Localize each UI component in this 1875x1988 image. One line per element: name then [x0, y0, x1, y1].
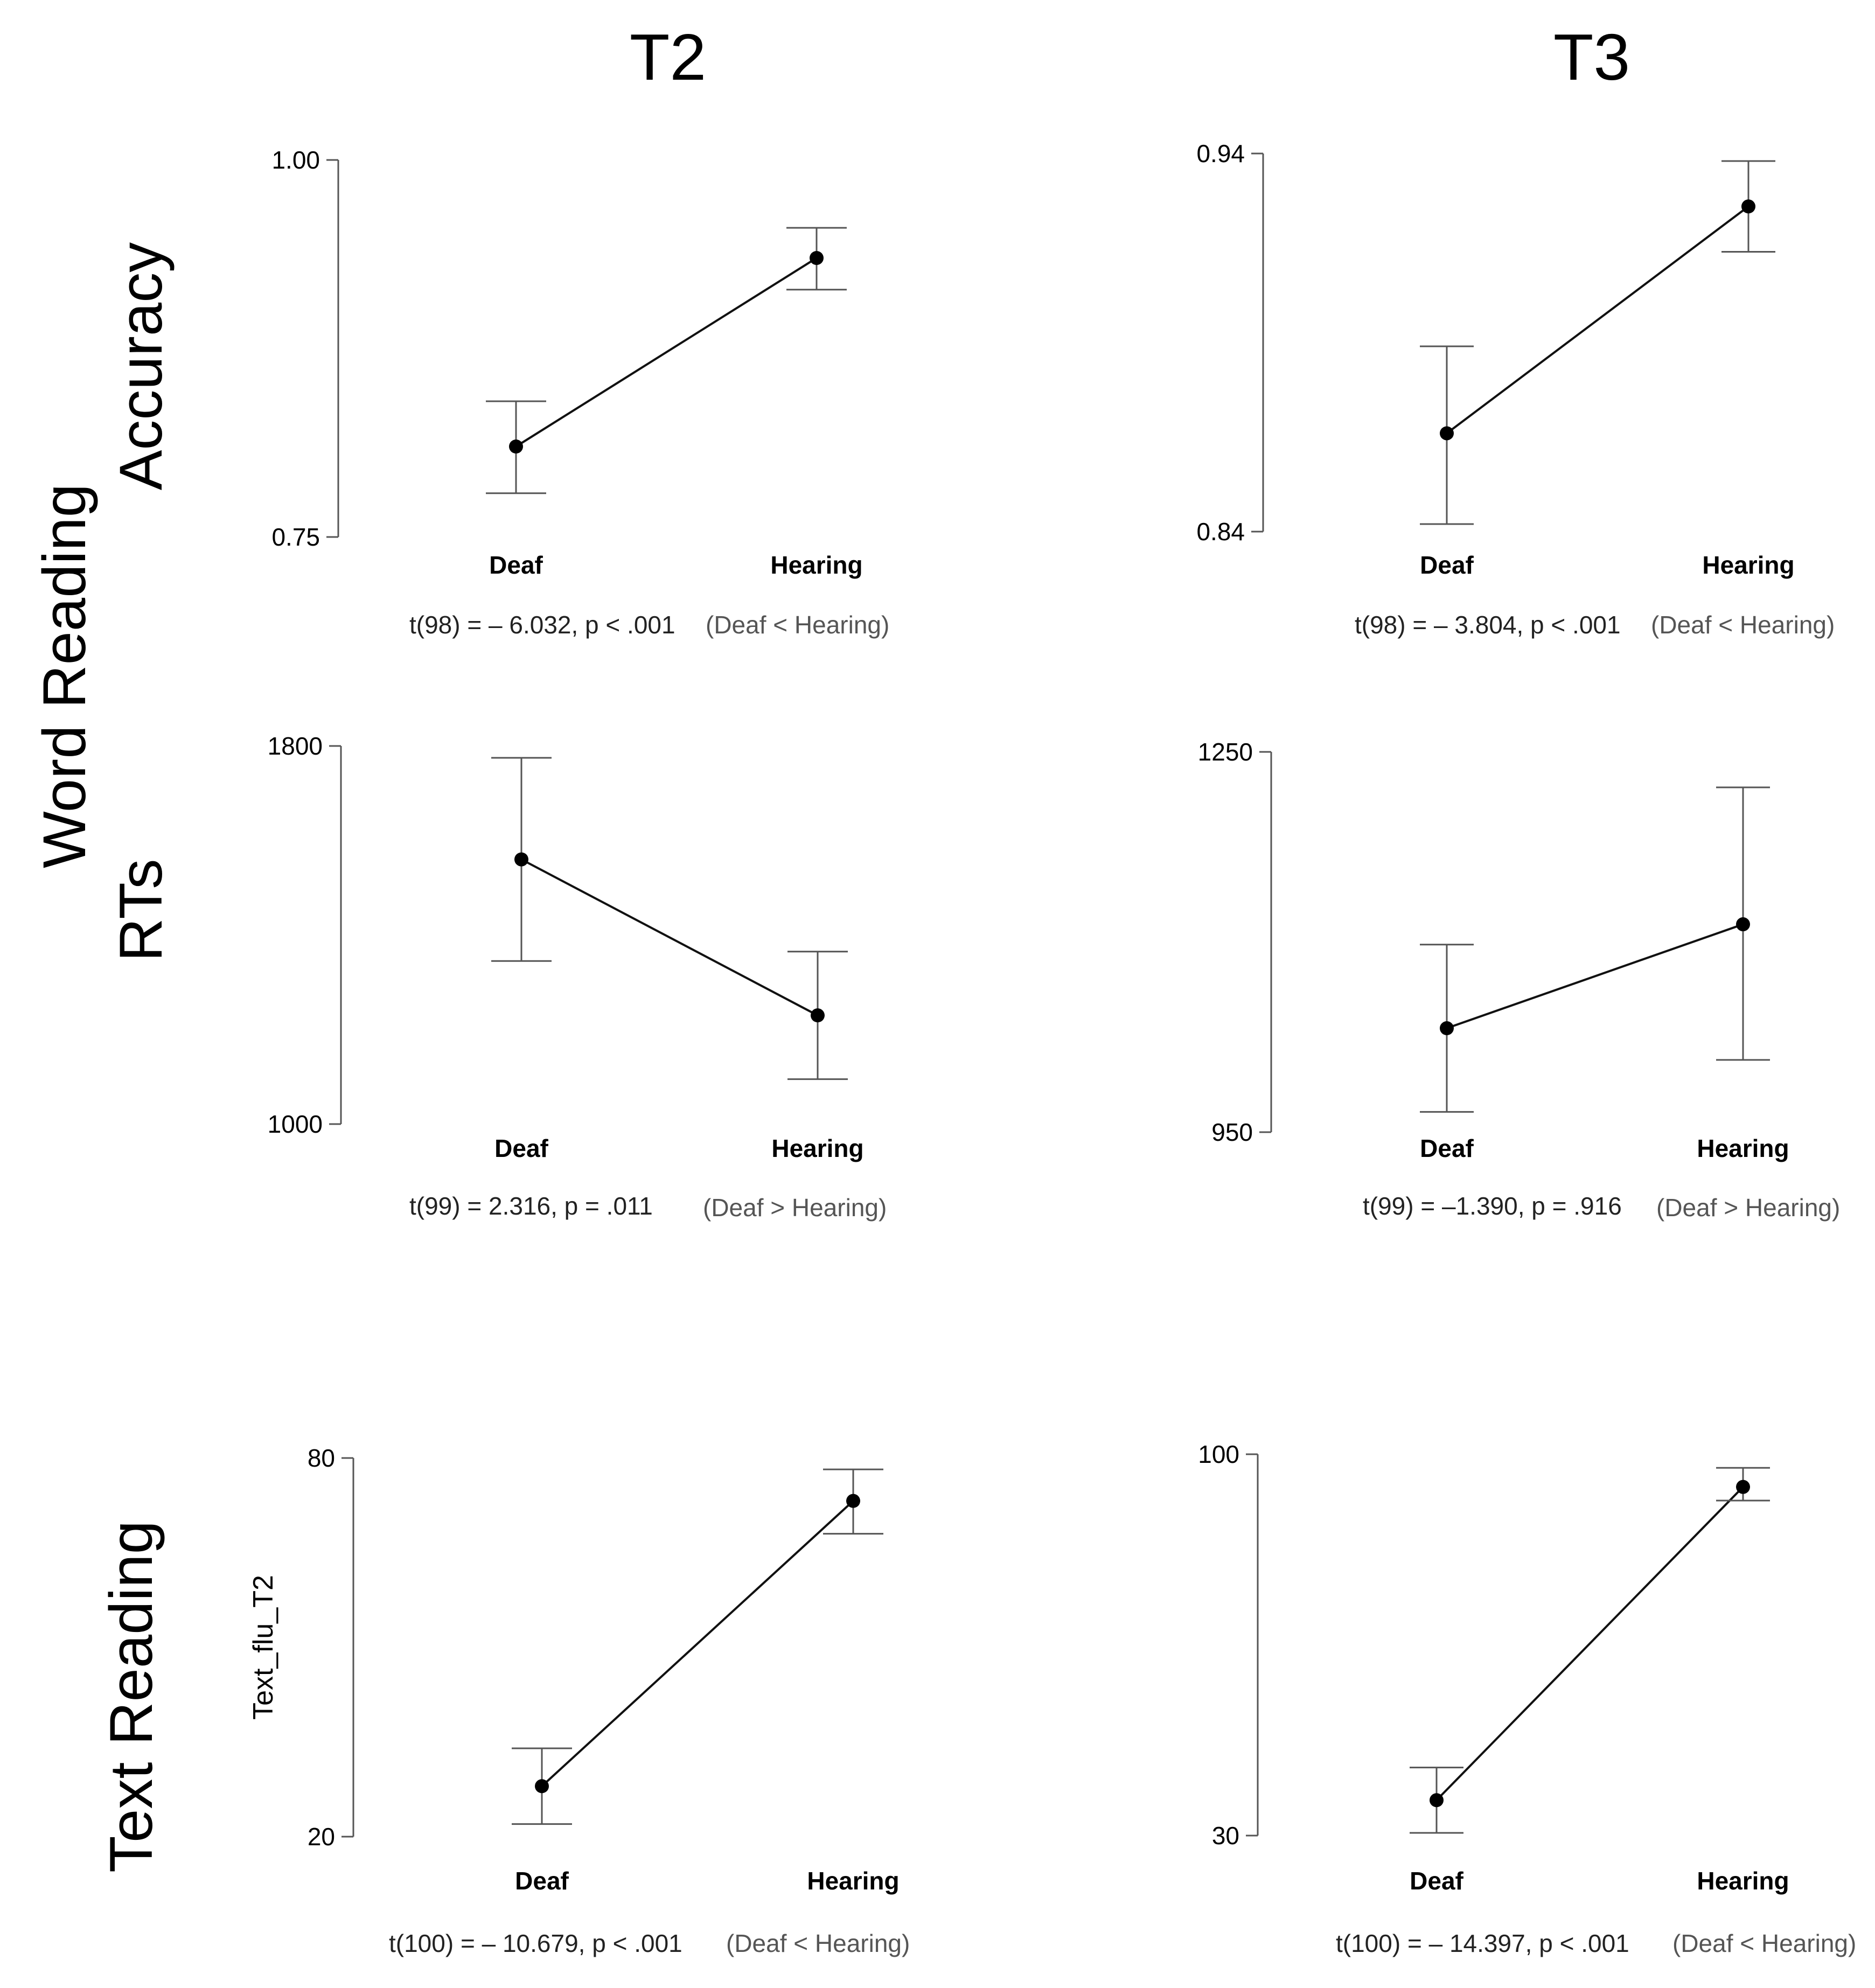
stat-direction: (Deaf > Hearing) [703, 1194, 887, 1222]
stat-result: t(98) = – 3.804, p < .001 [1355, 611, 1621, 639]
category-label-hearing: Hearing [1697, 1867, 1789, 1895]
category-label-deaf: Deaf [1410, 1867, 1463, 1895]
point-hearing [810, 251, 824, 265]
y-tick-label: 20 [308, 1823, 335, 1851]
series-line [1435, 1486, 1744, 1801]
panel-rts-t3: 950 1250 Deaf Hearing t(99) = –1.390, p = .9… [1198, 738, 1841, 1222]
stat-result: t(100) = – 10.679, p < .001 [389, 1929, 682, 1957]
point-deaf [1430, 1793, 1444, 1808]
panel-accuracy-t3: 0.84 0.94 Deaf Hearing t(98) = – 3.804, p < … [1196, 139, 1835, 639]
y-tick-label: 1.00 [271, 146, 320, 174]
point-hearing [1736, 1480, 1750, 1494]
category-label-deaf: Deaf [1420, 1134, 1474, 1162]
stat-result: t(98) = – 6.032, p < .001 [409, 611, 675, 639]
category-label-deaf: Deaf [494, 1134, 548, 1162]
series-line [1446, 923, 1744, 1029]
point-deaf [535, 1779, 549, 1794]
stat-result: t(100) = – 14.397, p < .001 [1336, 1929, 1629, 1957]
category-label-hearing: Hearing [770, 551, 862, 579]
series-line [515, 257, 818, 448]
stat-direction: (Deaf > Hearing) [1656, 1194, 1840, 1222]
panel-text-reading-t2: 20 80 Text_flu_T2 Deaf Hearing t(100) = – 10.… [248, 1444, 910, 1957]
panel-rts-t2: 1000 1800 Deaf Hearing t(99) = 2.316, p = .0… [268, 732, 887, 1222]
y-tick-label: 1250 [1198, 738, 1253, 766]
category-label-hearing: Hearing [771, 1134, 863, 1162]
y-tick-label: 0.94 [1196, 139, 1245, 168]
point-deaf [1440, 426, 1454, 441]
y-tick-label: 950 [1211, 1118, 1253, 1146]
row-title-rts: RTs [107, 859, 175, 962]
y-tick-label: 1000 [268, 1110, 323, 1138]
category-label-deaf: Deaf [515, 1867, 569, 1895]
category-label-deaf: Deaf [489, 551, 543, 579]
stat-result: t(99) = 2.316, p = .011 [409, 1192, 653, 1220]
stat-result: t(99) = –1.390, p = .916 [1363, 1192, 1622, 1220]
point-hearing [846, 1494, 860, 1508]
stat-direction: (Deaf < Hearing) [1672, 1929, 1856, 1957]
point-deaf [514, 852, 528, 867]
category-label-hearing: Hearing [1702, 551, 1794, 579]
y-tick-label: 1800 [268, 732, 323, 760]
category-label-hearing: Hearing [807, 1867, 899, 1895]
point-hearing [811, 1008, 825, 1023]
y-tick-label: 0.75 [271, 523, 320, 551]
category-label-hearing: Hearing [1697, 1134, 1789, 1162]
point-hearing [1741, 199, 1755, 214]
stat-direction: (Deaf < Hearing) [1651, 611, 1835, 639]
point-deaf [509, 440, 523, 454]
y-tick-label: 100 [1198, 1440, 1239, 1468]
point-hearing [1736, 917, 1750, 932]
stat-direction: (Deaf < Hearing) [706, 611, 889, 639]
y-tick-label: 80 [308, 1444, 335, 1472]
row-title-text-reading: Text Reading [97, 1520, 165, 1873]
column-title-t3: T3 [1553, 20, 1630, 94]
row-title-word-reading: Word Reading [31, 484, 98, 868]
panel-text-reading-t3: 30 100 Deaf Hearing t(100) = – 14.397, p < .… [1198, 1440, 1856, 1957]
series-line [521, 858, 818, 1016]
row-title-accuracy: Accuracy [107, 242, 175, 491]
y-tick-label: 0.84 [1196, 518, 1245, 546]
y-axis-label: Text_flu_T2 [248, 1575, 279, 1720]
panel-accuracy-t2: 0.75 1.00 Deaf Hearing t(98) = – 6.032, p < … [271, 146, 889, 639]
column-title-t2: T2 [630, 20, 706, 94]
series-line [541, 1500, 854, 1787]
category-label-deaf: Deaf [1420, 551, 1474, 579]
stat-direction: (Deaf < Hearing) [726, 1929, 910, 1957]
series-line [1446, 205, 1749, 435]
point-deaf [1440, 1021, 1454, 1036]
y-tick-label: 30 [1212, 1822, 1239, 1850]
